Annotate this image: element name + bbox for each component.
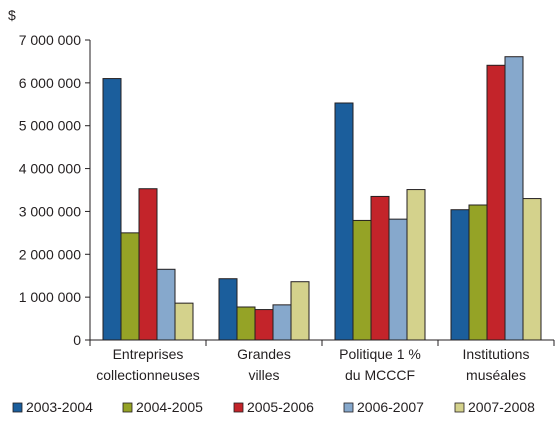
bar-2005-2006-0	[138, 188, 158, 341]
category-label: du MCCCF	[345, 367, 415, 383]
bar-2004-2005-3	[468, 204, 488, 341]
category-label: Institutions	[463, 346, 530, 362]
y-tick-label: 6 000 000	[19, 75, 81, 91]
legend-label: 2005-2006	[247, 399, 314, 415]
legend-swatch-2003-2004	[12, 402, 23, 413]
bar-2005-2006-2	[370, 195, 390, 341]
axis-lines	[89, 40, 555, 346]
bar-2007-2008-1	[290, 281, 310, 341]
legend-swatch-2007-2008	[454, 402, 465, 413]
bar-2007-2008-3	[522, 198, 542, 341]
legend-label: 2003-2004	[26, 399, 93, 415]
category-label: collectionneuses	[96, 367, 200, 383]
bar-2006-2007-0	[156, 268, 176, 341]
category-label: muséales	[466, 367, 526, 383]
category-label: Entreprises	[113, 346, 184, 362]
y-tick-label: 1 000 000	[19, 289, 81, 305]
legend-swatch-2006-2007	[343, 402, 354, 413]
y-tick-label: 3 000 000	[19, 203, 81, 219]
bar-2006-2007-2	[388, 218, 408, 341]
legend: 2003-2004 2004-2005 2005-2006 2006-2007 2007…	[12, 399, 535, 415]
bar-2003-2004-0	[102, 78, 122, 341]
y-axis: 0 1 000 000 2 000 000 3 000 000 4 000 000 5 0…	[19, 32, 90, 348]
bar-2006-2007-1	[272, 304, 292, 341]
legend-label: 2004-2005	[136, 399, 203, 415]
legend-label: 2007-2008	[468, 399, 535, 415]
legend-swatch-2005-2006	[233, 402, 244, 413]
category-label: Politique 1 %	[339, 346, 421, 362]
bar-2004-2005-0	[120, 232, 140, 341]
bar-2007-2008-0	[174, 302, 194, 341]
legend-label: 2006-2007	[357, 399, 424, 415]
bar-2005-2006-1	[254, 309, 274, 341]
y-tick-label: 2 000 000	[19, 246, 81, 262]
category-label: villes	[248, 367, 279, 383]
legend-swatch-2004-2005	[122, 402, 133, 413]
bar-2003-2004-1	[218, 278, 238, 341]
x-axis: Entreprises collectionneuses Grandes villes…	[96, 346, 529, 383]
bar-2003-2004-2	[334, 102, 354, 341]
bar-2006-2007-3	[504, 56, 524, 341]
bar-2004-2005-1	[236, 306, 256, 341]
category-label: Grandes	[237, 346, 291, 362]
bar-2007-2008-2	[406, 189, 426, 341]
y-tick-label: 0	[73, 332, 81, 348]
y-tick-label: 4 000 000	[19, 161, 81, 177]
plot-area	[102, 56, 542, 341]
y-axis-unit-label: $	[8, 7, 16, 23]
bar-2003-2004-3	[450, 209, 470, 341]
y-tick-label: 7 000 000	[19, 32, 81, 48]
bar-2004-2005-2	[352, 219, 372, 341]
bar-2005-2006-3	[486, 64, 506, 341]
y-tick-label: 5 000 000	[19, 118, 81, 134]
